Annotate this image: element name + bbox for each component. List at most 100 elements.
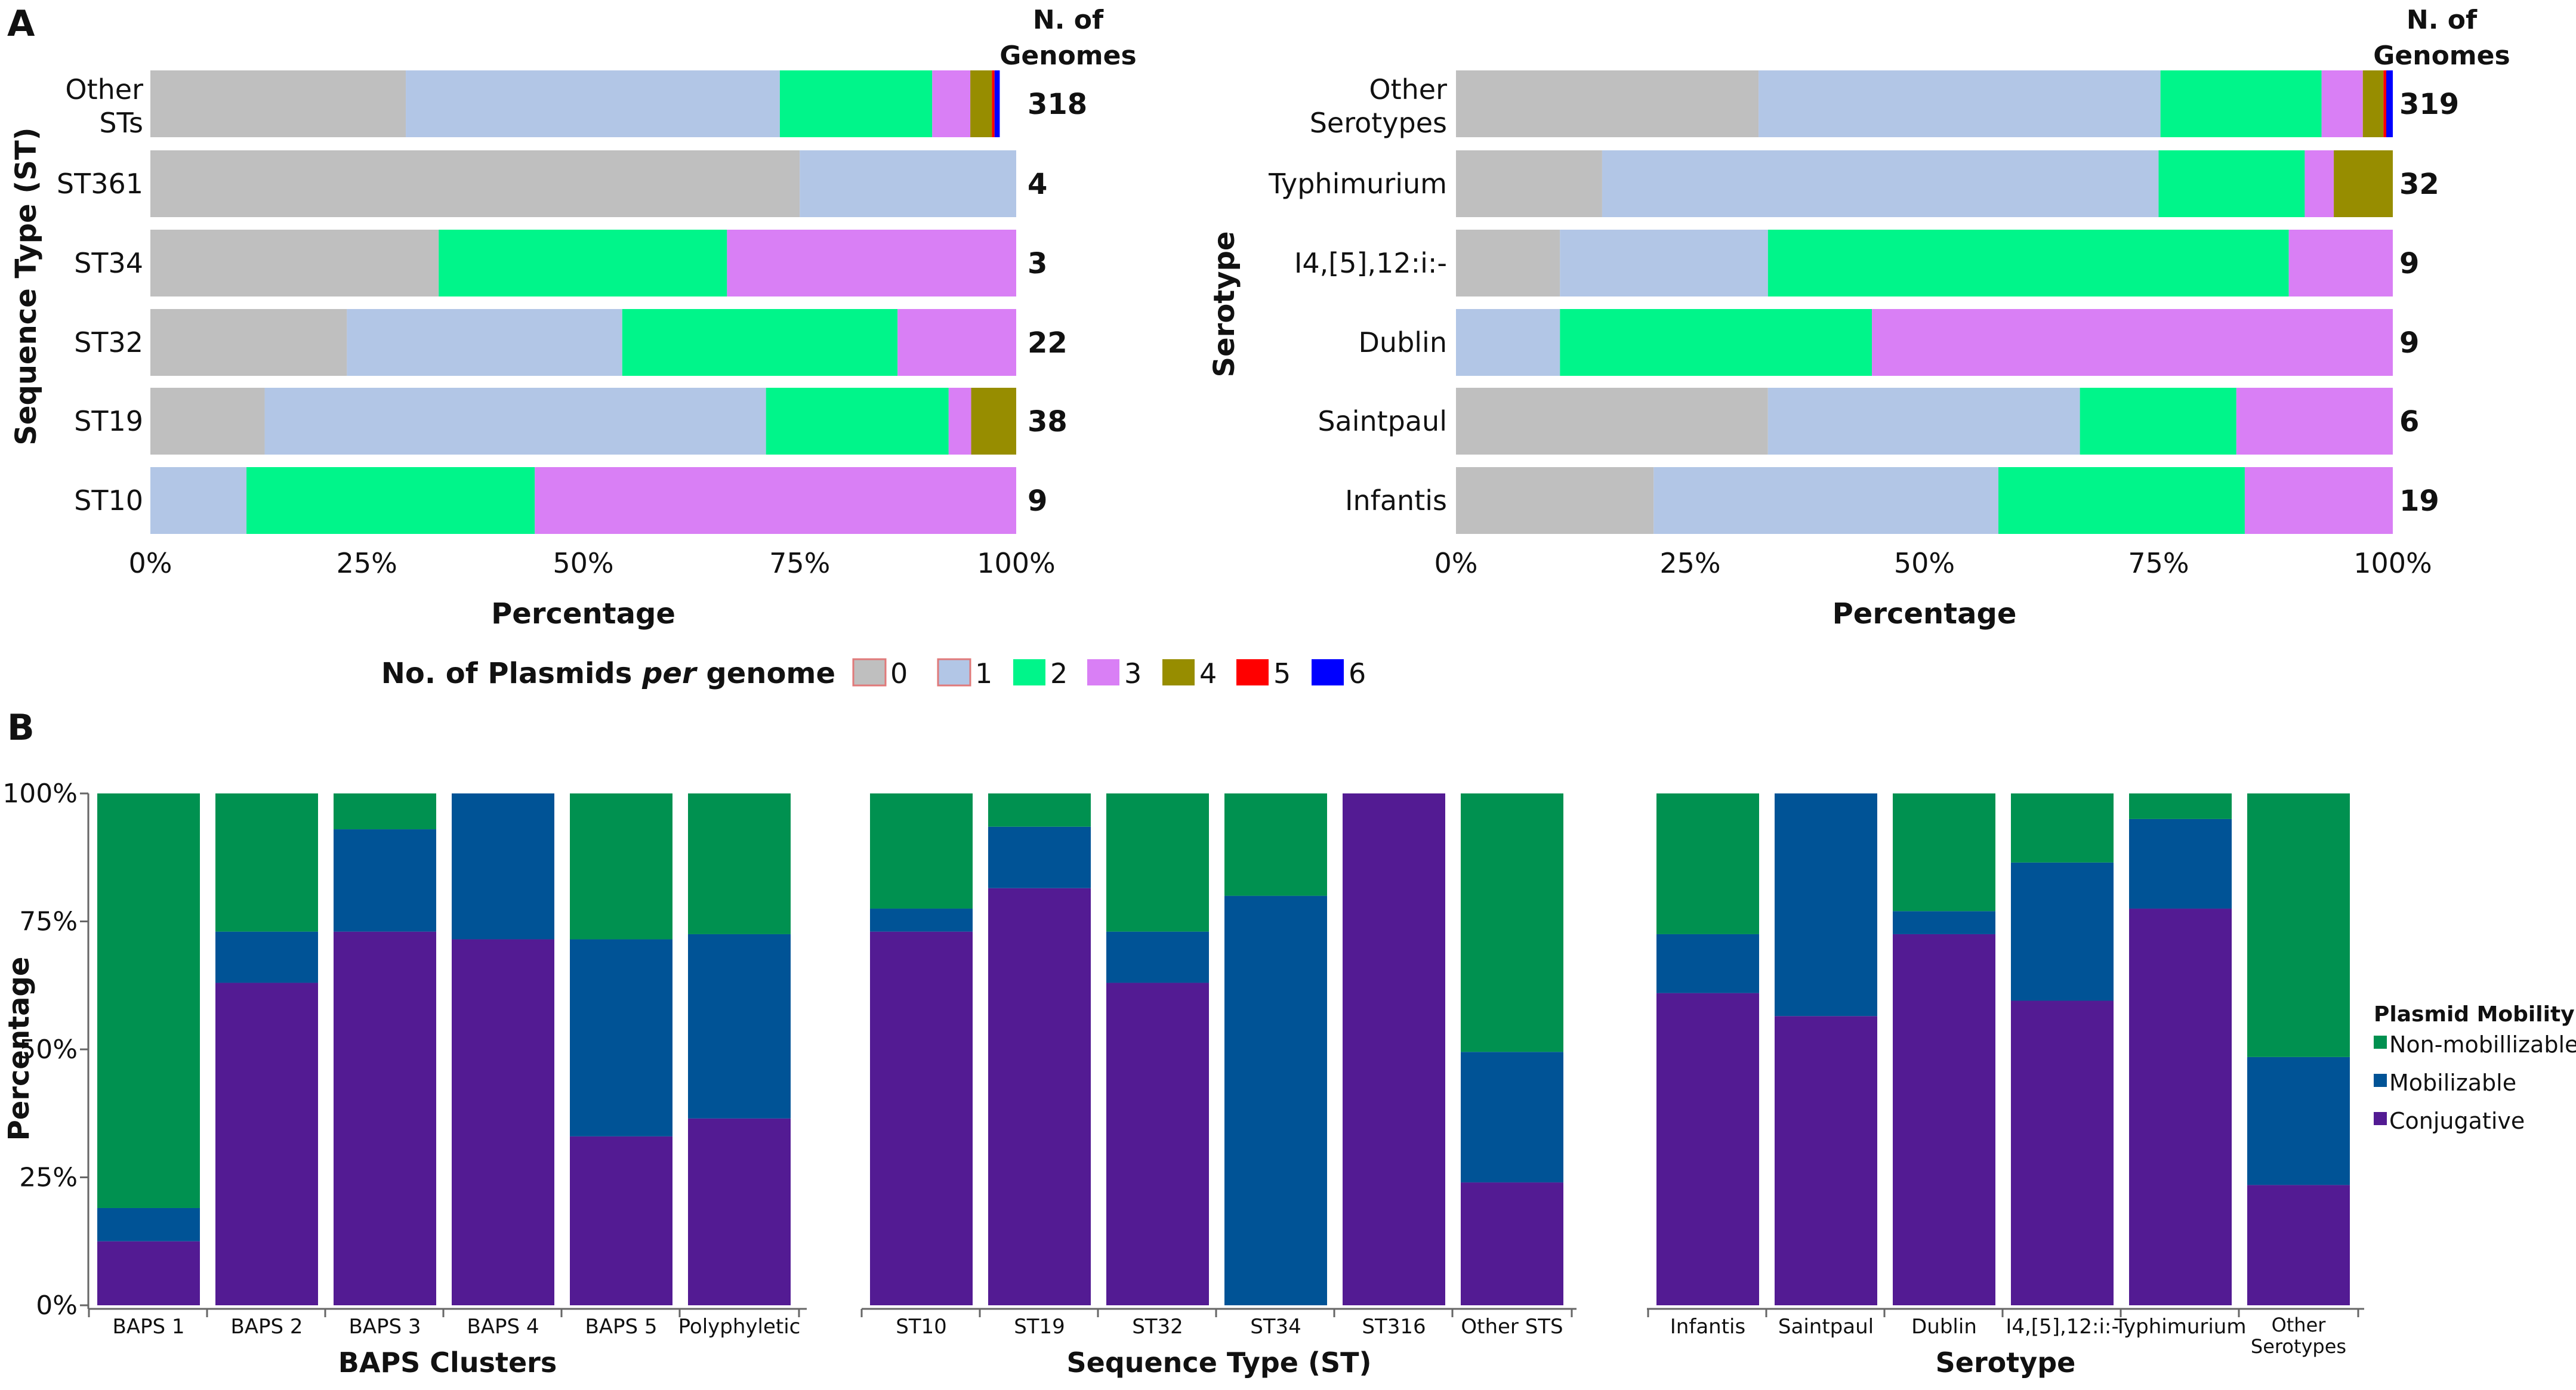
count-header-line2: Genomes [999, 41, 1136, 71]
bar-ST10-count-1 [150, 467, 247, 534]
bar-BAPS 5-Non-mobillizable [570, 793, 672, 940]
bar-Saintpaul-count-2 [2080, 388, 2236, 455]
category-label: ST316 [1362, 1315, 1426, 1339]
bar-ST32-Conjugative [1106, 983, 1209, 1305]
bar-Saintpaul-count-1 [1767, 388, 2080, 455]
bar-I4,[5],12:i:--count-2 [1767, 230, 2289, 296]
row-label: Dublin [1359, 326, 1448, 359]
legend-swatch-2 [1013, 659, 1045, 685]
row-label: Infantis [1345, 484, 1447, 517]
bar-Other-STs-count-0 [150, 70, 406, 137]
count-header-line1: N. of [1033, 5, 1104, 35]
bar-BAPS 4-Mobilizable [452, 793, 554, 940]
bar-Polyphyletic-Non-mobillizable [688, 793, 791, 934]
bar-Other-Serotypes-count-3 [2321, 70, 2363, 137]
bar-BAPS 1-Mobilizable [97, 1207, 200, 1241]
chart-b-sequence-type: ST10 ST19 ST32 ST34 ST316 Other STS Sequence T… [860, 793, 1577, 1379]
bar-ST32-Mobilizable [1106, 931, 1209, 983]
bar-Polyphyletic-Mobilizable [688, 934, 791, 1119]
category-label: ST19 [1014, 1315, 1065, 1339]
bar-ST19-count-0 [150, 388, 265, 455]
bar-I4,[5],12:i:--Non-mobillizable [2011, 793, 2114, 863]
bar-Typhimurium-count-4 [2334, 150, 2393, 217]
x-tick-label: 100% [977, 547, 1056, 579]
bar-BAPS 4-Conjugative [452, 939, 554, 1305]
bar-Other-STs-count-4 [970, 70, 992, 137]
legend-label-6: 6 [1349, 657, 1366, 690]
bar-Dublin-count-2 [1560, 309, 1872, 376]
y-tick-label: 100% [2, 779, 78, 809]
bar-Other-Serotypes-count-5 [2383, 70, 2387, 137]
bar-Other-STs-count-1 [406, 70, 780, 137]
row-label: Saintpaul [1318, 405, 1447, 437]
category-label: Polyphyletic [678, 1315, 801, 1339]
bar-BAPS 1-Non-mobillizable [97, 793, 200, 1208]
genome-count: 4 [1028, 168, 1047, 201]
bar-ST34-Mobilizable [1224, 895, 1327, 1305]
bar-I4,[5],12:i:--Mobilizable [2011, 862, 2114, 1001]
legend-swatch-6 [1312, 659, 1344, 685]
bar-ST34-Non-mobillizable [1224, 793, 1327, 896]
bar-Other-STs-count-2 [779, 70, 933, 137]
row-label-line1: Other [65, 73, 143, 106]
bar-Infantis-count-0 [1456, 467, 1654, 534]
bar-Dublin-Non-mobillizable [1893, 793, 1995, 912]
bar-Typhimurium-count-1 [1602, 150, 2159, 217]
count-header-line1: N. of [2407, 5, 2478, 35]
x-tick-label: 75% [2128, 547, 2189, 579]
x-axis-title: BAPS Clusters [338, 1346, 557, 1379]
bar-ST10-count-3 [535, 467, 1016, 534]
bar-BAPS 2-Mobilizable [215, 931, 318, 983]
x-axis-title: Serotype [1936, 1346, 2076, 1379]
bar-Dublin-Conjugative [1893, 934, 1995, 1305]
bar-Infantis-Conjugative [1656, 993, 1759, 1305]
panel-label-a: A [7, 3, 35, 45]
bar-Saintpaul-Conjugative [1775, 1016, 1877, 1305]
genome-count: 9 [1028, 484, 1047, 518]
legend-swatch-3 [1087, 659, 1119, 685]
category-label: I4,[5],12:i:- [2006, 1315, 2118, 1339]
bar-BAPS 3-Mobilizable [334, 829, 436, 932]
category-label: Typhimurium [2114, 1315, 2247, 1339]
bar-ST19-count-3 [948, 388, 971, 455]
bar-ST19-count-4 [971, 388, 1016, 455]
x-axis-title: Sequence Type (ST) [1066, 1346, 1371, 1379]
category-label: ST34 [1250, 1315, 1301, 1339]
bar-ST32-count-1 [347, 309, 622, 376]
legend-plasmid-count: No. of Plasmids per genome 0 1 2 3 4 5 6 [381, 657, 1366, 690]
bar-ST361-count-0 [150, 150, 800, 217]
bar-BAPS 2-Conjugative [215, 983, 318, 1305]
bar-Other-Serotypes-count-6 [2386, 70, 2393, 137]
genome-count: 22 [1028, 326, 1068, 360]
category-label: Saintpaul [1778, 1315, 1874, 1339]
x-tick-label: 100% [2353, 547, 2432, 579]
x-tick-label: 50% [553, 547, 613, 579]
bar-I4,[5],12:i:--count-0 [1456, 230, 1560, 296]
bar-Dublin-count-1 [1456, 309, 1560, 376]
legend-swatch-1 [937, 658, 971, 687]
bar-ST32-count-3 [897, 309, 1016, 376]
bar-Saintpaul-count-3 [2236, 388, 2393, 455]
bar-Infantis-count-2 [1998, 467, 2245, 534]
bar-Other-Serotypes-count-2 [2160, 70, 2322, 137]
x-tick-label: 0% [1434, 547, 1478, 579]
chart-b-serotype: Infantis Saintpaul Dublin I4,[5],12:i:-Typh… [1647, 793, 2364, 1379]
bar-Other STS-Mobilizable [1461, 1052, 1563, 1183]
category-label: BAPS 2 [230, 1315, 303, 1339]
bar-Other-Serotypes-Non-mobillizable [2247, 793, 2350, 1057]
category-label-line1: Other [2272, 1314, 2327, 1336]
bar-ST32-Non-mobillizable [1106, 793, 1209, 932]
legend-label-4: 4 [1199, 657, 1217, 690]
bar-Other STS-Conjugative [1461, 1182, 1563, 1305]
y-axis-title: Sequence Type (ST) [10, 127, 43, 445]
bar-Dublin-count-3 [1872, 309, 2393, 376]
bar-Other-STs-count-5 [992, 70, 995, 137]
legend-title: No. of Plasmids per genome [381, 657, 835, 690]
x-axis-title: Percentage [1832, 597, 2017, 631]
y-axis-title: Serotype [1208, 231, 1241, 378]
row-label: I4,[5],12:i:- [1294, 247, 1447, 279]
bar-BAPS 2-Non-mobillizable [215, 793, 318, 932]
row-label: Typhimurium [1268, 168, 1447, 200]
row-label-line2: Serotypes [1310, 107, 1447, 139]
